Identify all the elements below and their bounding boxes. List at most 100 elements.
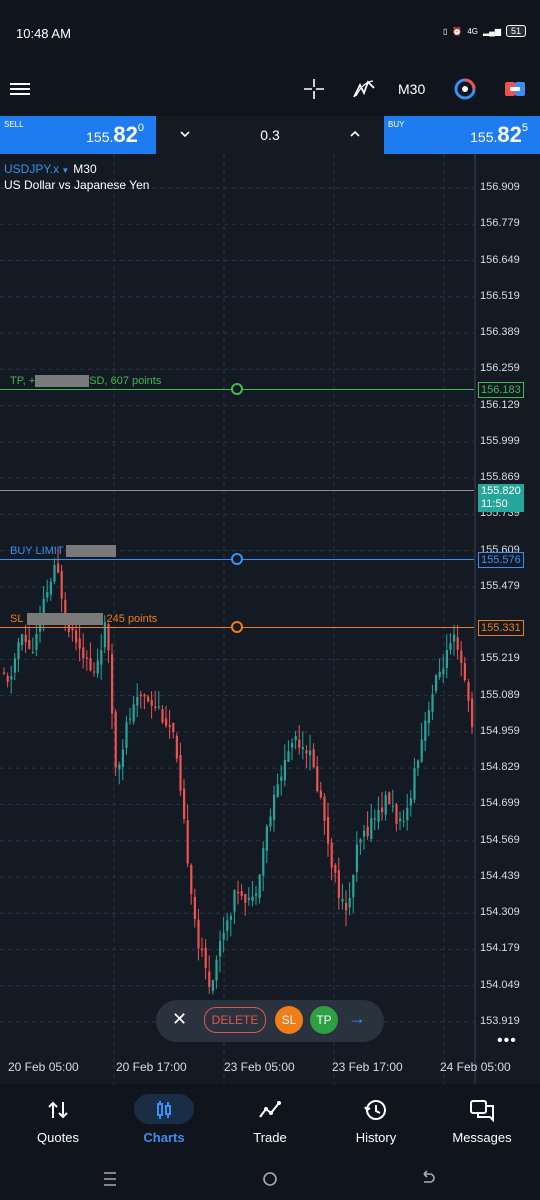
nav-quotes[interactable]: Quotes bbox=[4, 1084, 112, 1156]
candle-body bbox=[35, 633, 38, 650]
candle-body bbox=[31, 652, 34, 654]
nav-trade[interactable]: Trade bbox=[216, 1084, 324, 1156]
more-options-icon[interactable]: ••• bbox=[497, 1032, 517, 1049]
nav-label: Messages bbox=[452, 1130, 512, 1145]
candle-body bbox=[53, 565, 56, 582]
candle-body bbox=[283, 759, 286, 781]
candle-body bbox=[229, 915, 232, 920]
candle-body bbox=[377, 809, 380, 822]
indicators-icon[interactable] bbox=[351, 76, 377, 102]
volume-decrease-icon[interactable] bbox=[178, 127, 192, 141]
price-tick: 156.389 bbox=[480, 326, 520, 339]
candle-body bbox=[262, 848, 265, 876]
buy-button[interactable]: BUY 155.825 bbox=[384, 116, 540, 154]
order-action-bar: ✕ DELETE SL TP → bbox=[156, 1000, 384, 1042]
candle-body bbox=[255, 893, 258, 896]
candle-body bbox=[13, 658, 16, 673]
nav-active-indicator bbox=[134, 1094, 194, 1124]
candle-body bbox=[431, 694, 434, 712]
candle-body bbox=[316, 766, 319, 792]
candle-body bbox=[10, 676, 13, 680]
candle-body bbox=[363, 830, 366, 837]
candle-body bbox=[121, 749, 124, 767]
candle-body bbox=[226, 920, 229, 931]
battery-icon: 51 bbox=[505, 25, 526, 37]
candle-body bbox=[132, 704, 135, 722]
back-icon[interactable] bbox=[418, 1170, 438, 1188]
take-profit-drag-handle[interactable] bbox=[231, 383, 243, 395]
menu-icon[interactable] bbox=[10, 80, 30, 100]
candle-body bbox=[337, 870, 340, 898]
buy-price: 155.825 bbox=[470, 122, 528, 147]
candle-body bbox=[395, 804, 398, 824]
candle-body bbox=[301, 747, 304, 750]
volume-increase-icon[interactable] bbox=[348, 127, 362, 141]
add-sl-button[interactable]: SL bbox=[275, 1006, 303, 1034]
price-tick: 154.309 bbox=[480, 906, 520, 919]
candle-body bbox=[467, 682, 470, 701]
candle-body bbox=[211, 980, 214, 992]
home-icon[interactable] bbox=[260, 1170, 280, 1188]
symbol-code: USDJPY.x bbox=[4, 162, 60, 176]
nav-label: History bbox=[355, 1130, 397, 1145]
price-tick: 155.479 bbox=[480, 579, 520, 592]
volume-value[interactable]: 0.3 bbox=[260, 127, 280, 143]
candle-body bbox=[399, 818, 402, 822]
add-tp-button[interactable]: TP bbox=[310, 1006, 338, 1034]
candle-body bbox=[114, 711, 117, 768]
candle-body bbox=[60, 570, 63, 599]
price-tick: 154.049 bbox=[480, 978, 520, 991]
candle-body bbox=[294, 736, 297, 741]
messages-icon bbox=[470, 1100, 494, 1122]
time-tick: 24 Feb 05:00 bbox=[440, 1060, 511, 1074]
nav-charts[interactable]: Charts bbox=[110, 1084, 218, 1156]
candle-body bbox=[348, 897, 351, 908]
candle-body bbox=[424, 720, 427, 741]
candle-body bbox=[129, 718, 132, 720]
candle-body bbox=[269, 816, 272, 827]
candle-body bbox=[244, 893, 247, 903]
status-time: 10:48 AM bbox=[16, 26, 71, 41]
nav-history[interactable]: History bbox=[322, 1084, 430, 1156]
candle-body bbox=[222, 932, 225, 940]
symbol-dropdown-icon: ▼ bbox=[59, 166, 70, 175]
candle-body bbox=[287, 751, 290, 762]
system-navigation bbox=[0, 1156, 540, 1200]
trade-icon bbox=[259, 1101, 281, 1118]
sell-button[interactable]: SELL 155.820 bbox=[0, 116, 156, 154]
status-bar: 10:48 AM ▯ ⏰ 4G ▂▄▆ 51 bbox=[0, 0, 540, 66]
symbol-timeframe: M30 bbox=[73, 162, 97, 176]
candle-body bbox=[463, 663, 466, 680]
arrow-right-icon[interactable]: → bbox=[348, 1008, 366, 1028]
buy-limit-price-tag: 155.576 bbox=[478, 552, 524, 568]
candle-body bbox=[312, 749, 315, 768]
candle-body bbox=[219, 940, 222, 957]
candle-body bbox=[161, 709, 164, 723]
candle-body bbox=[435, 675, 438, 692]
price-chart[interactable]: USDJPY.x ▼ M30 US Dollar vs Japanese Yen … bbox=[0, 154, 540, 1084]
candle-body bbox=[183, 788, 186, 819]
crosshair-icon[interactable] bbox=[301, 76, 327, 102]
price-tick: 154.439 bbox=[480, 869, 520, 882]
candle-body bbox=[71, 627, 74, 631]
delete-order-button[interactable]: DELETE bbox=[204, 1007, 266, 1033]
buy-limit-drag-handle[interactable] bbox=[231, 553, 243, 565]
candle-body bbox=[100, 650, 103, 665]
close-icon[interactable]: ✕ bbox=[172, 1009, 188, 1029]
nav-messages[interactable]: Messages bbox=[428, 1084, 536, 1156]
candle-body bbox=[193, 897, 196, 920]
candle-body bbox=[373, 818, 376, 820]
symbol-header[interactable]: USDJPY.x ▼ M30 bbox=[4, 162, 97, 176]
recent-apps-icon[interactable] bbox=[100, 1170, 120, 1188]
candle-body bbox=[240, 891, 243, 897]
candle-body bbox=[334, 864, 337, 873]
candle-body bbox=[247, 897, 250, 900]
charts-icon bbox=[157, 1101, 171, 1119]
stop-loss-drag-handle[interactable] bbox=[231, 621, 243, 633]
price-tick: 154.569 bbox=[480, 833, 520, 846]
new-order-icon[interactable] bbox=[502, 76, 528, 102]
timeframe-button[interactable]: M30 bbox=[398, 81, 426, 97]
one-click-trading-icon[interactable] bbox=[452, 76, 478, 102]
candle-body bbox=[453, 634, 456, 642]
bottom-navigation: Quotes Charts Trade History Messages bbox=[0, 1084, 540, 1156]
